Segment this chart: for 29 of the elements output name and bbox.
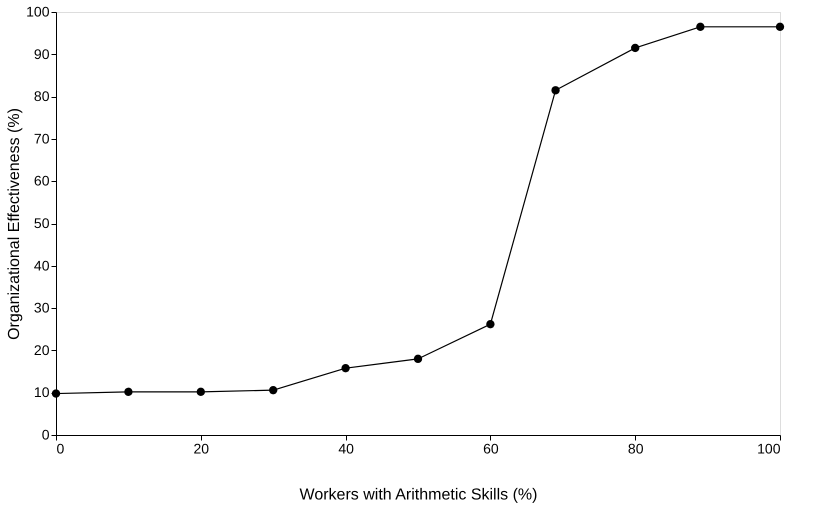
y-tick-label: 50 [34, 215, 50, 231]
y-tick-label: 20 [34, 342, 50, 358]
x-tick-label: 0 [56, 440, 64, 456]
point [269, 386, 278, 394]
point [341, 364, 350, 372]
point [124, 388, 133, 396]
y-tick-label: 40 [34, 257, 50, 274]
x-tick-label: 40 [338, 440, 354, 456]
x-tick-label: 80 [628, 440, 644, 456]
point [696, 22, 705, 31]
y-axis-title: Organizational Effectiveness (%) [6, 108, 24, 340]
x-axis-title: Workers with Arithmetic Skills (%) [300, 486, 538, 504]
y-tick-label: 90 [34, 46, 50, 62]
y-tick-label: 70 [34, 130, 50, 146]
x-tick-label: 20 [194, 440, 210, 456]
y-tick-label: 30 [34, 300, 50, 316]
point [551, 86, 560, 94]
y-tick-label: 80 [34, 88, 50, 104]
y-tick-label: 0 [42, 426, 50, 442]
point [486, 320, 495, 328]
point [196, 388, 205, 396]
x-tick-label: 60 [483, 440, 499, 456]
y-tick-label: 60 [34, 172, 50, 189]
point [631, 44, 640, 52]
x-tick-label: 100 [757, 440, 781, 456]
y-tick-label: 10 [34, 384, 50, 400]
y-tick-label: 100 [26, 4, 50, 20]
point [414, 354, 422, 364]
point [776, 22, 784, 31]
